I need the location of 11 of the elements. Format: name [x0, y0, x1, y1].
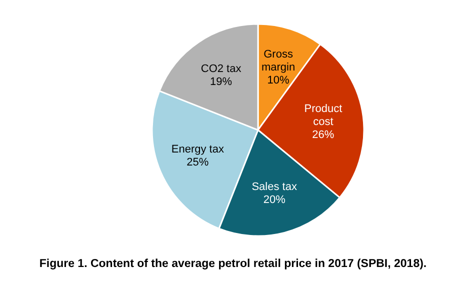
- data-label: 25%: [186, 156, 209, 169]
- data-label: 26%: [312, 128, 334, 141]
- slice-label: CO2 tax: [200, 63, 242, 76]
- slice-label: Gross margin: [261, 48, 296, 74]
- slice-label: Product cost: [304, 102, 342, 128]
- data-label: 10%: [267, 74, 290, 86]
- slice-label: Energy tax: [171, 144, 224, 156]
- data-label: 20%: [263, 194, 286, 206]
- slice-label: Sales tax: [252, 181, 298, 194]
- data-label: 19%: [210, 76, 232, 88]
- caption: Figure 1. Content of the average petrol retail price in 2017 (SPBI, 2018).: [38, 258, 428, 270]
